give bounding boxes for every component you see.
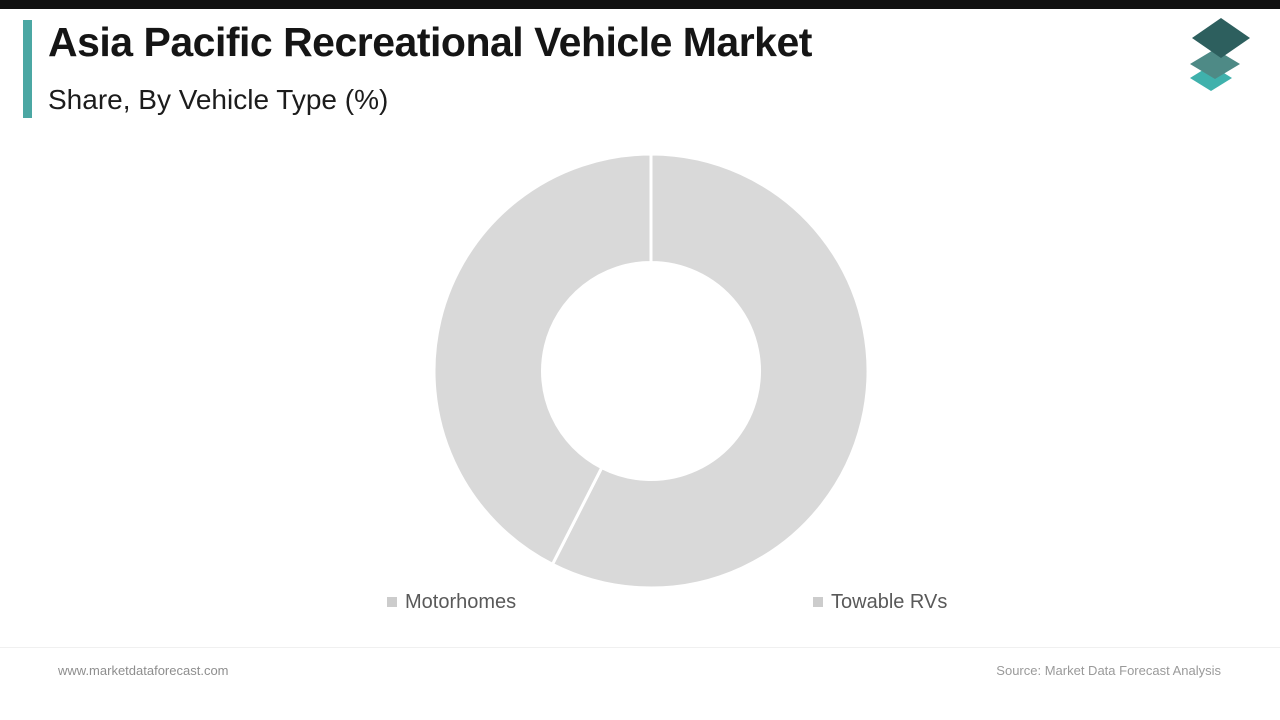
donut-chart bbox=[432, 152, 870, 590]
legend-item-motorhomes: Motorhomes bbox=[387, 592, 516, 612]
legend-item-towable-rvs: Towable RVs bbox=[813, 592, 947, 612]
logo-layer-middle bbox=[1190, 49, 1240, 79]
layers-logo-icon bbox=[1190, 18, 1250, 91]
footer-website: www.marketdataforecast.com bbox=[58, 663, 229, 678]
footer-source: Source: Market Data Forecast Analysis bbox=[996, 663, 1221, 678]
donut-slice-motorhomes bbox=[550, 152, 870, 590]
logo-layer-top bbox=[1192, 18, 1250, 58]
title-accent-bar bbox=[23, 20, 32, 118]
legend-label: Motorhomes bbox=[405, 591, 517, 613]
legend-label: Towable RVs bbox=[831, 591, 948, 613]
legend-marker-icon bbox=[813, 597, 823, 607]
donut-slice-towable-rvs bbox=[432, 152, 653, 567]
top-accent-bar bbox=[0, 0, 1280, 9]
footer-divider bbox=[0, 647, 1280, 648]
page-title: Asia Pacific Recreational Vehicle Market bbox=[48, 19, 812, 65]
legend-marker-icon bbox=[387, 597, 397, 607]
donut-chart-area bbox=[431, 151, 871, 591]
page-subtitle: Share, By Vehicle Type (%) bbox=[48, 84, 389, 115]
